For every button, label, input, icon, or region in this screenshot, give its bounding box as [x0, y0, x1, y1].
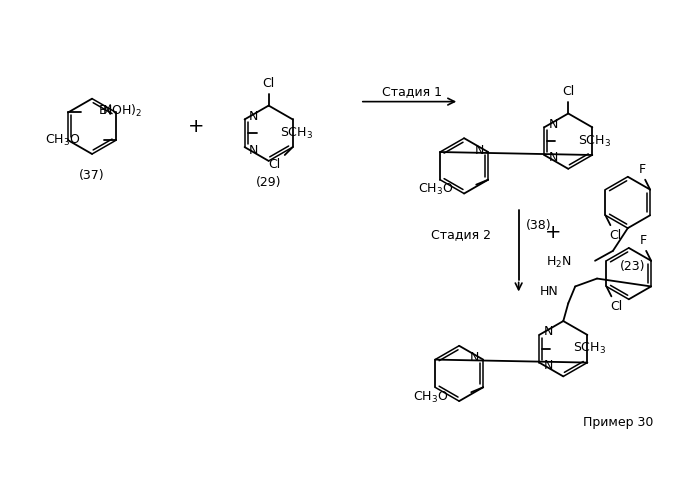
Text: CH$_3$O: CH$_3$O — [45, 132, 80, 148]
Text: N: N — [548, 152, 558, 165]
Text: N: N — [470, 351, 479, 364]
Text: (23): (23) — [620, 260, 645, 273]
Text: Cl: Cl — [262, 77, 275, 90]
Text: CH$_3$O: CH$_3$O — [418, 182, 454, 197]
Text: Пример 30: Пример 30 — [582, 416, 653, 429]
Text: (37): (37) — [79, 169, 105, 182]
Text: Cl: Cl — [610, 300, 622, 313]
Text: F: F — [638, 163, 645, 176]
Text: SCH$_3$: SCH$_3$ — [573, 341, 606, 356]
Text: Cl: Cl — [609, 228, 622, 241]
Text: B(OH)$_2$: B(OH)$_2$ — [98, 102, 142, 119]
Text: (29): (29) — [256, 176, 281, 189]
Text: N: N — [102, 104, 112, 117]
Text: N: N — [248, 144, 258, 156]
Text: N: N — [248, 110, 258, 123]
Text: Стадия 2: Стадия 2 — [431, 228, 491, 241]
Text: +: + — [545, 223, 561, 241]
Text: N: N — [475, 144, 484, 156]
Text: CH$_3$O: CH$_3$O — [413, 390, 449, 405]
Text: H$_2$N: H$_2$N — [546, 255, 571, 270]
Text: F: F — [640, 235, 647, 248]
Text: Cl: Cl — [269, 158, 281, 171]
Text: N: N — [543, 325, 553, 338]
Text: N: N — [543, 359, 553, 372]
Text: SCH$_3$: SCH$_3$ — [578, 133, 611, 149]
Text: HN: HN — [540, 285, 559, 298]
Text: (38): (38) — [526, 219, 552, 232]
Text: Стадия 1: Стадия 1 — [382, 85, 442, 98]
Text: N: N — [548, 118, 558, 131]
Text: +: + — [188, 117, 204, 136]
Text: Cl: Cl — [562, 85, 575, 98]
Text: SCH$_3$: SCH$_3$ — [280, 126, 314, 141]
